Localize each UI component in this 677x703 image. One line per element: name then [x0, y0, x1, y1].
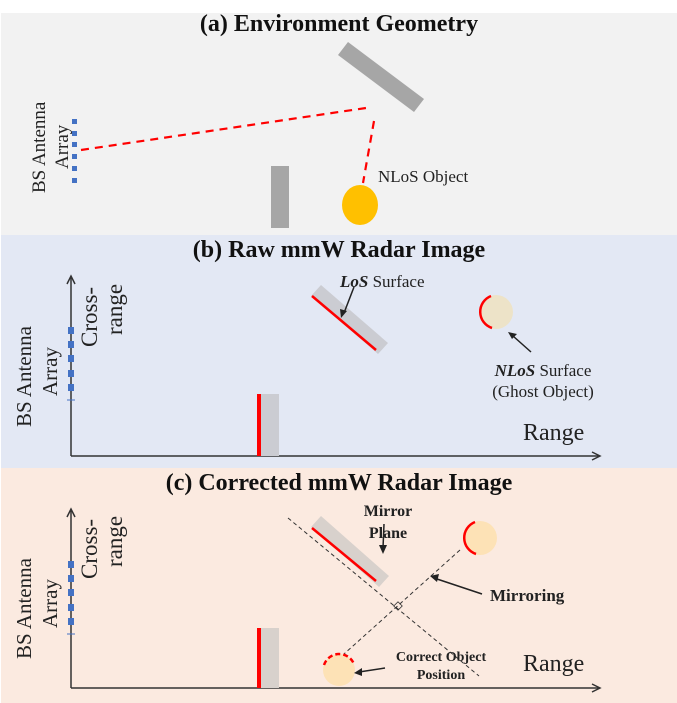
mirroring-arrow-icon: [430, 574, 439, 582]
los-surface-line: [311, 295, 377, 351]
correct-position-arrow-icon: [354, 668, 362, 676]
panel-raw-radar-image: (b) Raw mmW Radar Image BS Antenna Array…: [1, 235, 677, 468]
ghost-object-surface-arc: [479, 294, 493, 330]
ghost-object-surface-arc: [463, 520, 477, 556]
antenna-label-b-line1: BS Antenna: [12, 326, 36, 427]
antenna-array-icon: [68, 327, 74, 391]
mirror-plane-arrow-icon: [379, 545, 387, 554]
pillar-shape: [271, 166, 289, 228]
correct-object-icon: [323, 654, 355, 686]
los-label-rest: Surface: [368, 272, 425, 291]
environment-geometry-drawing: [72, 42, 424, 228]
cross-range-label-line2: range: [102, 515, 127, 567]
pillar-surface-line: [257, 628, 261, 688]
ghost-object-icon: [479, 295, 513, 329]
panel-c-title: (c) Corrected mmW Radar Image: [165, 470, 513, 496]
pillar-surface-line: [257, 394, 261, 456]
ray-bs-to-wall: [80, 106, 367, 152]
ghost-object-label: (Ghost Object): [492, 382, 594, 401]
correct-object-surface-arc: [322, 652, 356, 666]
mirror-plane-label-line1: Mirror: [363, 503, 413, 520]
nlos-label-italic: NLoS: [494, 361, 536, 380]
mirror-plane-label-line2: Plane: [368, 525, 408, 542]
panel-corrected-radar-image: (c) Corrected mmW Radar Image BS Antenna…: [1, 468, 677, 703]
nlos-object-label: NLoS Object: [378, 167, 469, 186]
antenna-array-icon: [72, 119, 77, 183]
pillar-shadow: [261, 628, 279, 688]
mirroring-line: [343, 549, 461, 655]
cross-range-label-line1: Cross-: [77, 286, 102, 347]
range-axis-label: Range: [523, 420, 585, 446]
antenna-label-b-line2: Array: [38, 347, 62, 396]
mirroring-label: Mirroring: [490, 586, 565, 605]
cross-range-label-line1: Cross-: [77, 518, 102, 579]
antenna-label-c-line1: BS Antenna: [12, 558, 36, 659]
ghost-arrow-icon: [508, 332, 517, 339]
ghost-object-icon: [463, 521, 497, 555]
los-surface-label: LoS Surface: [340, 272, 425, 292]
nlos-object-icon: [342, 185, 378, 225]
axes: [66, 274, 602, 461]
antenna-label-a-line1: BS Antenna: [29, 101, 50, 193]
cross-range-label-line2: range: [102, 283, 127, 335]
range-axis-label: Range: [523, 651, 585, 677]
los-surface-shadow: [311, 285, 388, 354]
correct-position-label-line2: Position: [416, 668, 466, 683]
antenna-label-a-line2: Array: [52, 124, 73, 169]
axes: [66, 507, 602, 693]
los-surface-line: [311, 527, 377, 582]
antenna-array-icon: [68, 561, 74, 625]
pillar-shadow: [261, 394, 279, 456]
panel-b-title: (b) Raw mmW Radar Image: [192, 237, 486, 263]
los-arrow-icon: [340, 309, 347, 318]
nlos-surface-label: NLoS Surface (Ghost Object): [483, 360, 603, 402]
right-angle-marker: [393, 601, 403, 611]
panel-environment-geometry: (a) Environment Geometry BS Antenna Arra…: [1, 13, 677, 235]
panel-a-title: (a) Environment Geometry: [199, 13, 479, 37]
corrected-radar-drawing: [66, 507, 602, 693]
raw-radar-drawing: [66, 274, 602, 461]
correct-position-label-line1: Correct Object: [395, 650, 487, 665]
reflector-wall-shape: [338, 42, 424, 112]
mirror-plane-label: Mirror Plane: [353, 501, 423, 545]
mirror-plane-line: [287, 517, 480, 677]
nlos-label-rest: Surface: [535, 361, 592, 380]
correct-position-label: Correct Object Position: [386, 649, 496, 685]
los-surface-shadow: [311, 516, 389, 587]
antenna-label-c-line2: Array: [38, 579, 62, 628]
ray-wall-to-object: [361, 120, 376, 184]
los-label-italic: LoS: [340, 272, 369, 291]
